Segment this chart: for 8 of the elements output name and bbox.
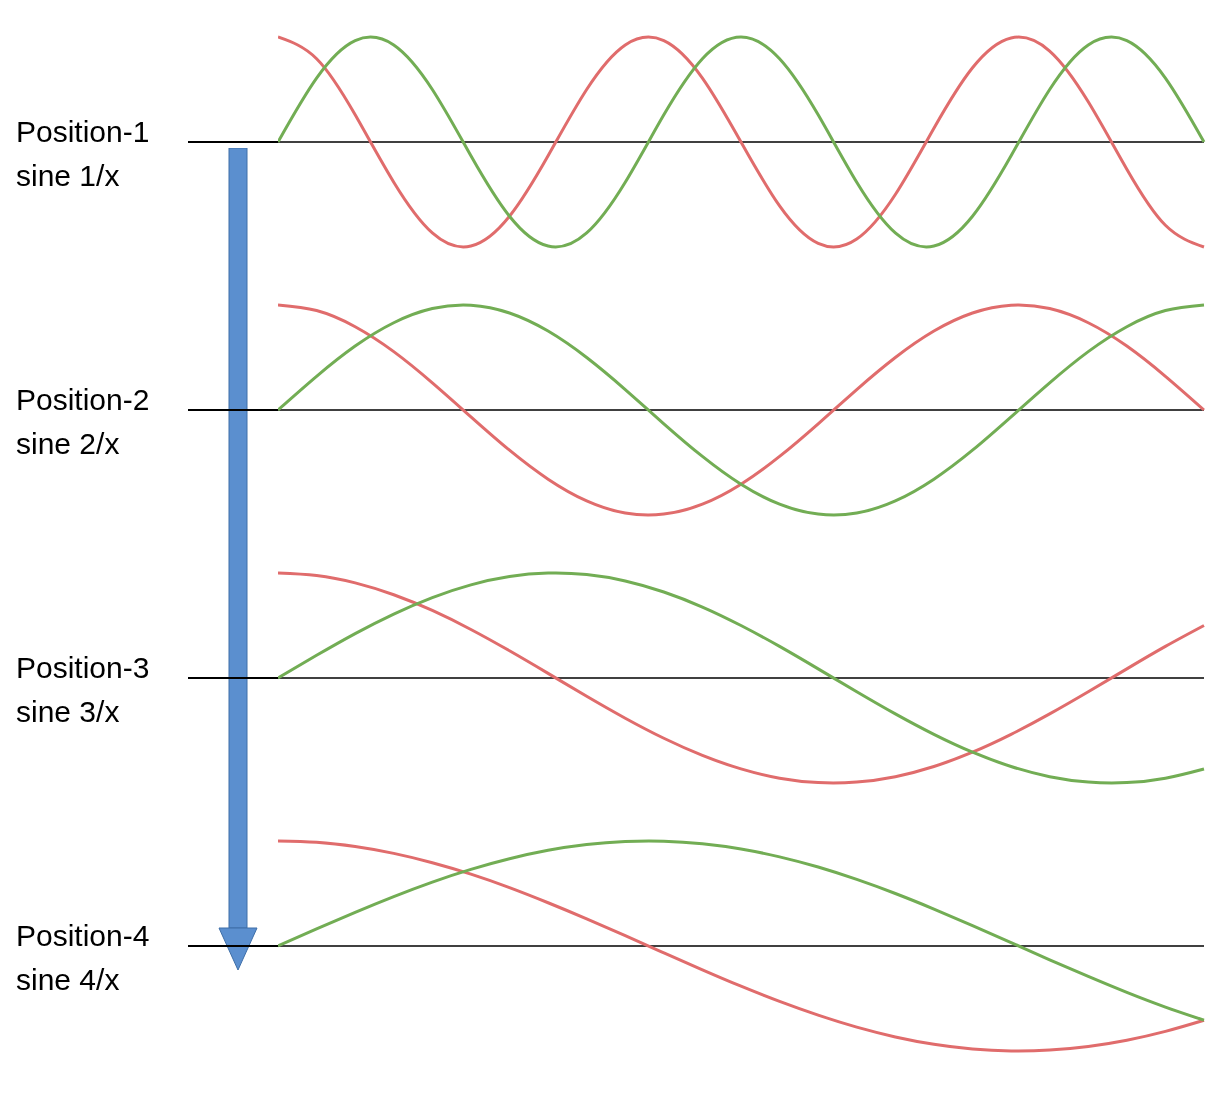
text: sine 3/x <box>16 694 121 730</box>
text: sine 2/x <box>16 426 121 462</box>
text: sine 4/x <box>16 962 121 998</box>
text: Position-2 <box>16 382 150 418</box>
text: sine 1/x <box>16 158 121 194</box>
text: Position-1 <box>16 114 150 150</box>
text: Position-4 <box>16 918 150 954</box>
text: Position-3 <box>16 650 150 686</box>
